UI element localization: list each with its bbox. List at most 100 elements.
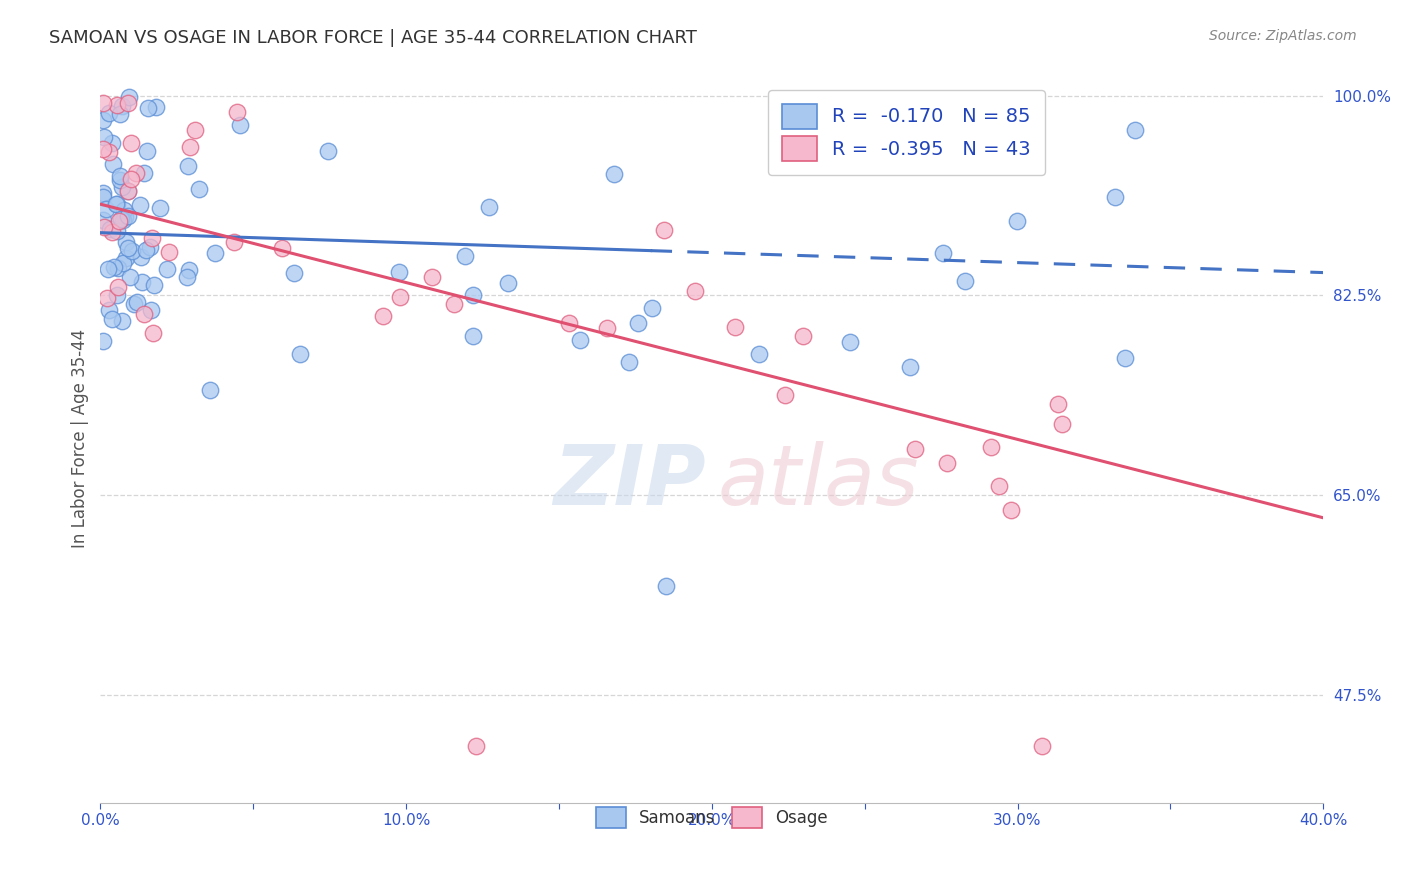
Point [1123,123,1146,137]
Point [121,244,143,259]
Point [132,166,155,180]
Point [187,182,209,196]
Point [110,107,132,121]
Point [117,209,139,223]
Point [283,266,305,280]
Point [134,307,156,321]
Point [988,479,1011,493]
Point [117,184,139,198]
Point [111,213,134,227]
Y-axis label: In Labor Force | Age 35-44: In Labor Force | Age 35-44 [72,328,89,548]
Point [980,440,1002,454]
Point [94,202,117,217]
Point [139,240,162,254]
Point [108,172,131,186]
Point [111,314,134,328]
Point [129,250,152,264]
Point [558,316,581,330]
Point [179,140,201,154]
Point [748,347,770,361]
Point [110,98,132,112]
Point [184,123,207,137]
Point [101,156,124,170]
Point [101,136,124,151]
Point [118,89,141,103]
Point [93,213,115,227]
Point [143,277,166,292]
Point [101,312,124,326]
Point [107,196,129,211]
Point [93,96,115,111]
Point [1007,214,1029,228]
Point [371,309,394,323]
Point [200,383,222,397]
Point [117,184,139,198]
Point [478,200,501,214]
Point [932,245,955,260]
Point [159,245,181,260]
Point [204,245,226,260]
Point [105,196,128,211]
Point [100,225,122,239]
Point [93,190,115,204]
Point [229,118,252,132]
Point [683,284,706,298]
Point [595,321,617,335]
Point [110,211,132,226]
Point [120,172,142,186]
Point [898,359,921,374]
Point [420,270,443,285]
Point [654,223,676,237]
Point [124,166,146,180]
Point [93,113,115,128]
Point [115,251,138,265]
Point [98,145,121,160]
Point [792,328,814,343]
Point [108,169,131,183]
Point [98,106,121,120]
Point [1050,417,1073,432]
Point [107,279,129,293]
Point [149,201,172,215]
Text: ZIP: ZIP [553,442,706,523]
Point [617,355,640,369]
Point [839,334,862,349]
Point [114,235,136,249]
Text: atlas: atlas [718,442,920,523]
Point [318,144,340,158]
Text: Source: ZipAtlas.com: Source: ZipAtlas.com [1209,29,1357,43]
Point [640,301,662,316]
Point [122,297,145,311]
Point [105,288,128,302]
Point [773,388,796,402]
Point [127,294,149,309]
Point [97,261,120,276]
Point [1031,739,1053,753]
Point [141,302,163,317]
Point [226,104,249,119]
Point [112,203,135,218]
Point [112,256,135,270]
Point [142,326,165,340]
Point [904,442,927,457]
Point [136,144,159,158]
Point [569,333,592,347]
Point [1104,189,1126,203]
Point [1047,397,1070,411]
Text: SAMOAN VS OSAGE IN LABOR FORCE | AGE 35-44 CORRELATION CHART: SAMOAN VS OSAGE IN LABOR FORCE | AGE 35-… [49,29,697,46]
Point [136,101,159,115]
Point [117,96,139,111]
Point [120,136,142,150]
Point [93,334,115,349]
Point [388,265,411,279]
Point [602,167,624,181]
Point [114,210,136,224]
Point [176,269,198,284]
Point [131,275,153,289]
Point [461,288,484,302]
Point [443,297,465,311]
Point [117,241,139,255]
Point [953,274,976,288]
Point [128,197,150,211]
Point [141,231,163,245]
